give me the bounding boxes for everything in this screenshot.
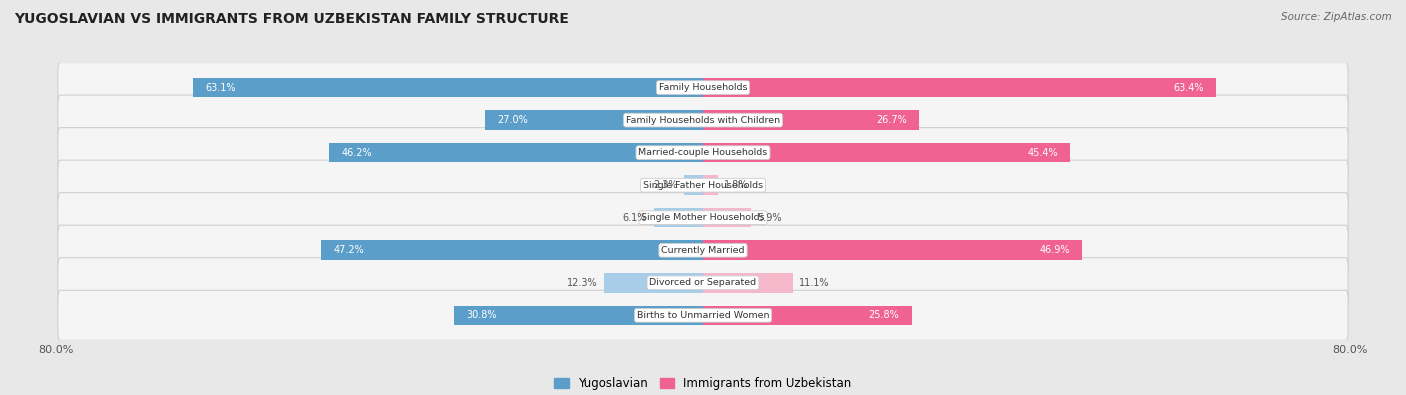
Text: 27.0%: 27.0% (496, 115, 527, 125)
Text: YUGOSLAVIAN VS IMMIGRANTS FROM UZBEKISTAN FAMILY STRUCTURE: YUGOSLAVIAN VS IMMIGRANTS FROM UZBEKISTA… (14, 12, 569, 26)
Text: Currently Married: Currently Married (661, 246, 745, 255)
Text: Source: ZipAtlas.com: Source: ZipAtlas.com (1281, 12, 1392, 22)
FancyBboxPatch shape (58, 258, 1348, 308)
FancyBboxPatch shape (58, 128, 1348, 178)
Text: Single Mother Households: Single Mother Households (641, 213, 765, 222)
Bar (603, 273, 703, 293)
FancyBboxPatch shape (58, 160, 1348, 210)
Bar (654, 208, 703, 228)
Text: Single Father Households: Single Father Households (643, 181, 763, 190)
Text: 2.3%: 2.3% (654, 180, 678, 190)
Bar (703, 208, 751, 228)
Text: 47.2%: 47.2% (333, 245, 364, 255)
Text: 11.1%: 11.1% (799, 278, 830, 288)
Text: 63.1%: 63.1% (205, 83, 235, 92)
Text: 45.4%: 45.4% (1028, 148, 1057, 158)
Text: 12.3%: 12.3% (567, 278, 598, 288)
FancyBboxPatch shape (58, 225, 1348, 275)
Text: 46.9%: 46.9% (1039, 245, 1070, 255)
Legend: Yugoslavian, Immigrants from Uzbekistan: Yugoslavian, Immigrants from Uzbekistan (550, 372, 856, 395)
Text: 6.1%: 6.1% (623, 213, 647, 223)
FancyBboxPatch shape (58, 290, 1348, 340)
Text: 1.8%: 1.8% (724, 180, 748, 190)
Bar (703, 175, 717, 195)
Text: Family Households with Children: Family Households with Children (626, 116, 780, 125)
Text: Divorced or Separated: Divorced or Separated (650, 278, 756, 287)
Bar (703, 306, 911, 325)
FancyBboxPatch shape (58, 62, 1348, 113)
Bar (193, 78, 703, 97)
Text: 30.8%: 30.8% (467, 310, 496, 320)
FancyBboxPatch shape (58, 95, 1348, 145)
Text: Family Households: Family Households (659, 83, 747, 92)
Text: 25.8%: 25.8% (869, 310, 900, 320)
Bar (329, 143, 703, 162)
Bar (485, 110, 703, 130)
Bar (703, 143, 1070, 162)
Bar (703, 241, 1083, 260)
Text: Married-couple Households: Married-couple Households (638, 148, 768, 157)
Bar (685, 175, 703, 195)
Text: 46.2%: 46.2% (342, 148, 373, 158)
FancyBboxPatch shape (58, 193, 1348, 243)
Text: 5.9%: 5.9% (758, 213, 782, 223)
Text: 26.7%: 26.7% (876, 115, 907, 125)
Bar (322, 241, 703, 260)
Bar (454, 306, 703, 325)
Bar (703, 273, 793, 293)
Text: Births to Unmarried Women: Births to Unmarried Women (637, 311, 769, 320)
Bar (703, 78, 1216, 97)
Text: 63.4%: 63.4% (1173, 83, 1204, 92)
Bar (703, 110, 920, 130)
